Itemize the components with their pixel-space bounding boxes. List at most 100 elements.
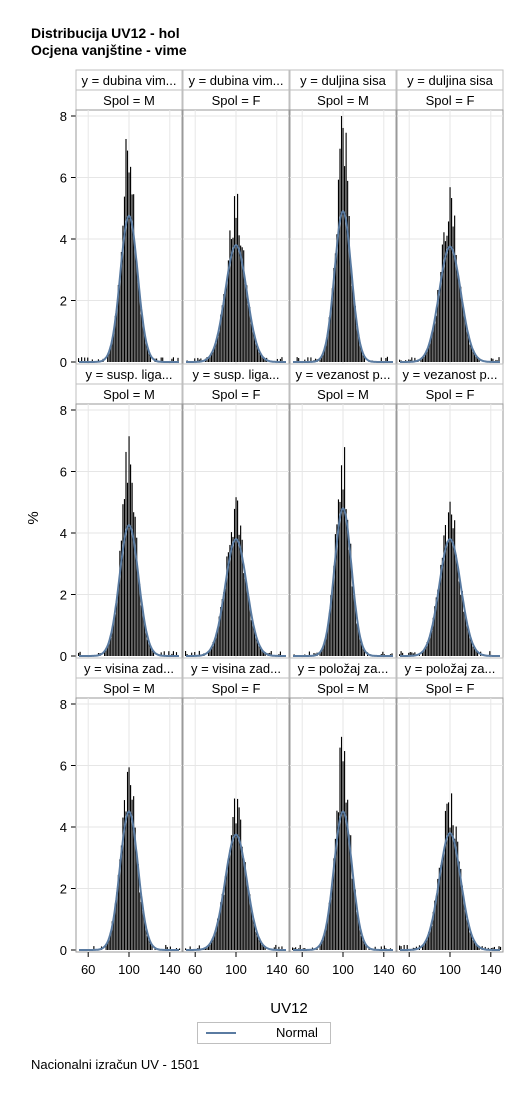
histogram-bar [140,605,142,656]
histogram-bar [348,216,350,362]
histogram-bar [122,817,124,950]
histogram-bar [126,482,129,656]
histogram-bar [337,499,340,656]
histogram-bar [443,232,445,362]
histogram-bar [142,318,144,362]
histogram-bar [340,736,343,950]
histogram-bar [178,948,181,950]
histogram-bar [259,941,262,950]
panel-header-group-label: Spol = F [426,387,475,402]
histogram-bar [223,294,225,362]
histogram-bar [139,584,141,656]
normal-curve [293,210,393,363]
histogram-bar [489,651,491,656]
histogram-bar [350,835,352,950]
histogram-bar [145,629,147,656]
footnote: Nacionalni izračun UV - 1501 [31,1057,200,1072]
histogram-bar [175,652,178,656]
histogram-bar [263,945,265,950]
histogram-bar [363,356,366,362]
histogram-bar [353,594,355,656]
histogram-bar [81,357,83,362]
histogram-bar [171,358,173,362]
histogram-bar [447,802,450,950]
histogram-bar [263,357,265,362]
histogram-bar [119,550,121,656]
panel-header-trait-label: y = dubina vim... [188,73,283,88]
histogram-bar [253,630,255,656]
normal-curve [400,538,500,657]
histogram-bar [163,651,165,656]
y-tick-label: 8 [60,697,67,712]
histogram-bar [428,345,430,362]
histogram-bar [319,359,321,362]
histogram-bar [233,196,236,362]
histogram-bar [292,947,294,950]
histogram-bar [446,541,448,656]
histogram-bar [446,803,448,950]
histogram-bar [330,308,332,362]
normal-curve [186,538,286,657]
histogram-bar [295,947,297,950]
panel-header-trait-label: y = duljina sisa [300,73,386,88]
histogram-bar [324,346,326,362]
histogram-bar [162,357,164,362]
histogram-bar [93,946,95,950]
panel-header-group-label: Spol = M [103,681,155,696]
histogram-bar [247,889,249,950]
histogram-bar [221,305,223,362]
histogram-bar [447,512,450,656]
histogram-bar [211,352,213,362]
histogram-bar [399,654,401,656]
histogram-bar [255,931,257,950]
histogram-bar [353,880,355,950]
histogram-bar [437,878,439,950]
histogram-bar [146,639,148,656]
histogram-bar [243,862,245,950]
histogram-bar [328,902,330,950]
histogram-bar [431,630,433,656]
histogram-bar [429,930,431,950]
histogram-bar [324,933,326,950]
histogram-bar [270,651,272,656]
histogram-bar [273,947,275,950]
histogram-bar [325,635,327,656]
histogram-bar [420,358,422,362]
panel-header-group-label: Spol = F [426,93,475,108]
histogram-bar [351,878,353,950]
histogram-bar [470,641,473,656]
histogram-bar [160,357,162,362]
histogram-bar [126,150,129,362]
histogram-bar [114,903,116,950]
x-axis-title: UV12 [270,1000,308,1017]
histogram-bar [380,357,382,362]
chart-title: Distribucija UV12 - hol [31,25,180,41]
histogram-bar [478,358,480,362]
histogram-bar [464,321,466,362]
histogram-bar [279,358,281,362]
histogram-bar [403,944,405,950]
histogram-bar [142,610,144,656]
histogram-bar [435,597,437,656]
histogram-bar [438,295,440,362]
histogram-bar [238,235,240,362]
histogram-bar [365,944,367,950]
histogram-bar [123,800,126,950]
histogram-bar [460,868,462,950]
histogram-bar [133,796,135,950]
histogram-bar [217,628,219,656]
histogram-bar [171,653,173,656]
histogram-bar [490,358,492,362]
histogram-bar [330,595,332,656]
histogram-bar [238,534,240,656]
histogram-bar [357,919,359,950]
histogram-bar [160,652,162,656]
histogram-bar [356,911,358,950]
histogram-bar [133,512,135,656]
histogram-bar [263,651,265,656]
histogram-bar [166,947,168,950]
histogram-bar [252,914,254,950]
histogram-bar [455,254,457,362]
histogram-bar [232,237,234,362]
histogram-bar [333,565,335,656]
